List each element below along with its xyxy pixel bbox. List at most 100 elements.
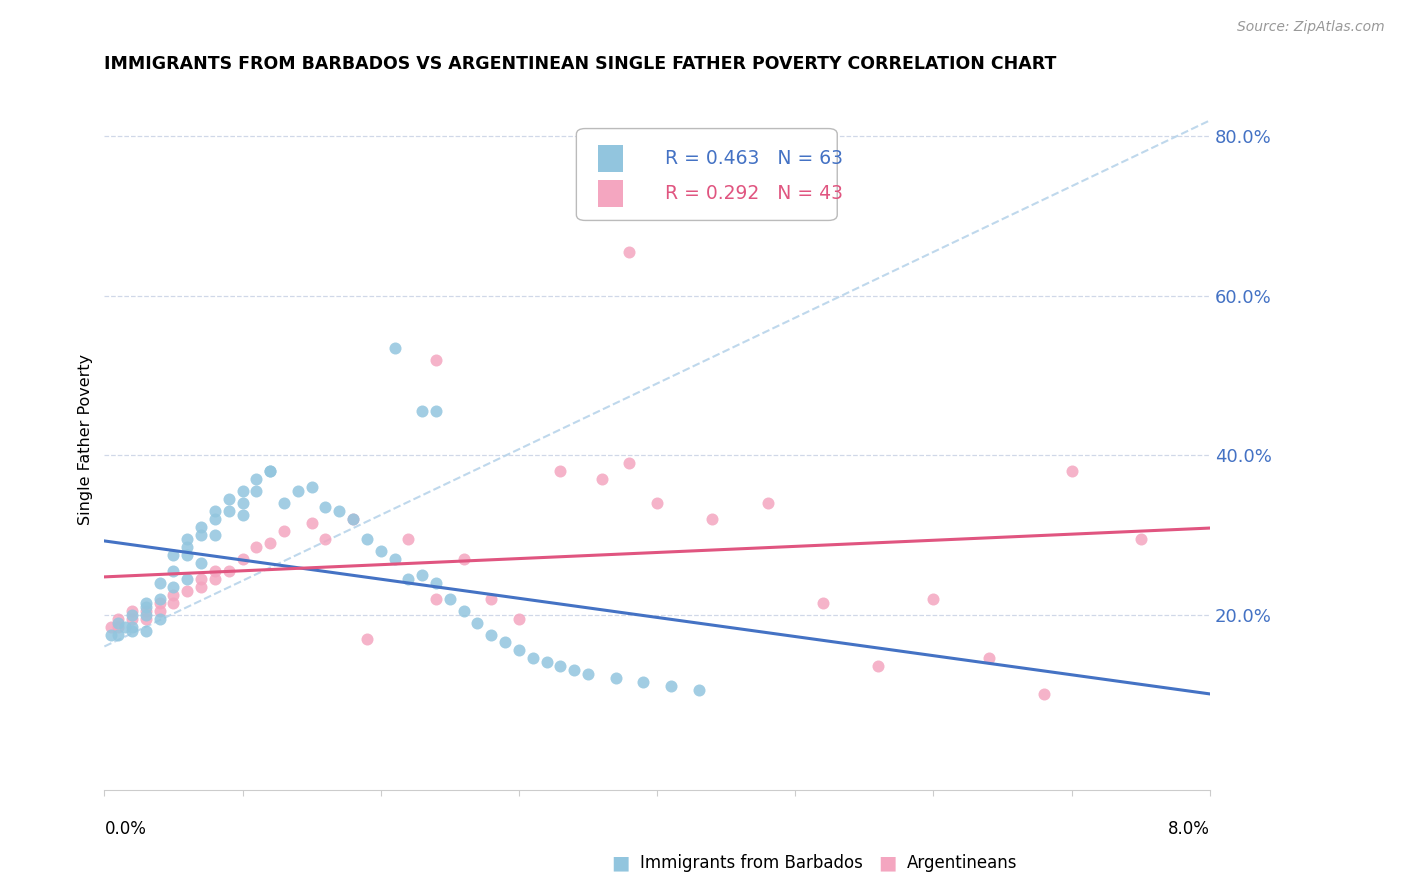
Point	[314, 532, 336, 546]
Point	[479, 591, 502, 606]
Point	[135, 607, 157, 622]
Point	[384, 341, 406, 355]
Point	[162, 596, 184, 610]
Point	[811, 596, 834, 610]
Point	[356, 632, 378, 646]
Text: Immigrants from Barbados: Immigrants from Barbados	[640, 855, 863, 872]
Point	[190, 528, 212, 542]
Point	[301, 480, 323, 494]
Point	[100, 627, 122, 641]
Text: 8.0%: 8.0%	[1168, 820, 1209, 838]
Point	[245, 472, 267, 486]
Point	[190, 556, 212, 570]
Point	[190, 580, 212, 594]
Point	[149, 611, 172, 625]
Text: ■: ■	[612, 854, 630, 872]
Point	[508, 643, 530, 657]
Point	[550, 659, 572, 673]
Point	[301, 516, 323, 530]
Point	[245, 484, 267, 499]
Point	[232, 551, 254, 566]
Text: 0.0%: 0.0%	[104, 820, 146, 838]
Point	[232, 508, 254, 522]
Point	[1060, 464, 1083, 478]
Point	[619, 456, 641, 470]
Point	[176, 583, 198, 598]
Point	[135, 596, 157, 610]
Point	[204, 564, 226, 578]
Point	[135, 599, 157, 614]
Point	[342, 512, 364, 526]
Point	[287, 484, 309, 499]
Point	[645, 496, 668, 510]
Point	[107, 619, 129, 633]
Point	[328, 504, 350, 518]
Point	[149, 575, 172, 590]
Point	[411, 567, 433, 582]
Point	[370, 544, 392, 558]
Point	[176, 548, 198, 562]
Point	[522, 651, 544, 665]
Point	[356, 532, 378, 546]
Point	[562, 664, 585, 678]
Point	[107, 615, 129, 630]
Point	[232, 484, 254, 499]
Point	[135, 624, 157, 638]
Point	[508, 611, 530, 625]
FancyBboxPatch shape	[599, 180, 623, 207]
Point	[453, 551, 475, 566]
Point	[425, 404, 447, 418]
Point	[218, 564, 240, 578]
Point	[467, 615, 489, 630]
Point	[659, 679, 682, 693]
Point	[245, 540, 267, 554]
Point	[135, 604, 157, 618]
Point	[259, 536, 281, 550]
Text: IMMIGRANTS FROM BARBADOS VS ARGENTINEAN SINGLE FATHER POVERTY CORRELATION CHART: IMMIGRANTS FROM BARBADOS VS ARGENTINEAN …	[104, 55, 1057, 73]
Point	[162, 588, 184, 602]
Point	[342, 512, 364, 526]
Point	[121, 611, 143, 625]
Text: R = 0.463   N = 63: R = 0.463 N = 63	[665, 149, 842, 169]
Point	[494, 635, 516, 649]
Text: R = 0.292   N = 43: R = 0.292 N = 43	[665, 185, 842, 203]
Point	[121, 604, 143, 618]
Point	[204, 512, 226, 526]
Point	[135, 611, 157, 625]
Point	[1032, 687, 1054, 701]
Point	[633, 675, 655, 690]
Point	[479, 627, 502, 641]
Point	[425, 591, 447, 606]
Point	[190, 520, 212, 534]
Point	[396, 532, 419, 546]
Point	[100, 619, 122, 633]
Point	[149, 604, 172, 618]
Point	[605, 671, 627, 685]
Text: ■: ■	[879, 854, 897, 872]
Point	[218, 491, 240, 506]
Point	[619, 244, 641, 259]
Point	[259, 464, 281, 478]
Point	[204, 528, 226, 542]
Point	[232, 496, 254, 510]
Point	[977, 651, 1000, 665]
Point	[576, 667, 599, 681]
Y-axis label: Single Father Poverty: Single Father Poverty	[79, 354, 93, 524]
Point	[121, 624, 143, 638]
Point	[149, 596, 172, 610]
Point	[176, 532, 198, 546]
Point	[176, 572, 198, 586]
Point	[702, 512, 724, 526]
Text: Source: ZipAtlas.com: Source: ZipAtlas.com	[1237, 20, 1385, 34]
Point	[688, 683, 710, 698]
Point	[411, 404, 433, 418]
Point	[1129, 532, 1152, 546]
Point	[259, 464, 281, 478]
Point	[204, 572, 226, 586]
Point	[176, 540, 198, 554]
Point	[162, 580, 184, 594]
Point	[314, 500, 336, 514]
Point	[114, 619, 136, 633]
Point	[453, 604, 475, 618]
Point	[204, 504, 226, 518]
